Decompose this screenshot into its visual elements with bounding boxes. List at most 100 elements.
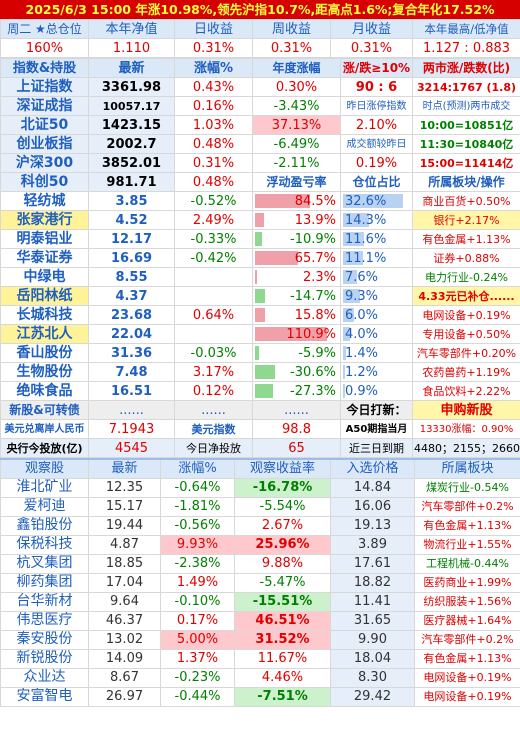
holding-name[interactable]: 生物股份 [0,362,89,382]
holding-sector: 汽车零部件+0.20% [412,343,520,363]
watch-name[interactable]: 鑫铂股份 [0,515,89,536]
summary-header-daily: 日收益 [174,19,253,39]
watch-price: 18.85 [88,553,161,574]
index-name: 科创50 [0,172,89,192]
summary-value-row: 160% 1.110 0.31% 0.31% 0.31% 1.127 : 0.8… [0,38,520,58]
watch-row[interactable]: 鑫铂股份 19.44 -0.56% 2.67% 19.13 有色金属+1.13% [0,515,520,536]
index-name[interactable]: 上证指数 [0,77,89,97]
index-header-price: 最新 [88,58,175,78]
holding-change: -0.52% [174,191,253,211]
pnl-text: -27.3% [290,383,336,399]
index-name[interactable]: 创业板指 [0,134,89,154]
index-ytd: -3.43% [252,96,341,116]
position-text: 14.3% [345,212,387,228]
watch-change: -0.64% [160,477,235,498]
holding-row[interactable]: 中绿电 8.55 2.3% 7.6% 电力行业-0.24% [0,267,520,287]
dxy-value: 98.8 [252,419,341,439]
watch-header-return: 观察收益率 [234,458,331,479]
watch-row[interactable]: 爱柯迪 15.17 -1.81% -5.54% 16.06 汽车零部件+0.2% [0,496,520,517]
holding-row[interactable]: 华泰证券 16.69 -0.42% 65.7% 11.1% 证券+0.88% [0,248,520,268]
watch-row[interactable]: 新锐股份 14.09 1.37% 11.67% 18.04 有色金属+1.13% [0,648,520,669]
holding-sector: 食品饮料+2.22% [412,381,520,401]
watch-sector: 电网设备+0.19% [414,686,520,707]
ipo-subscribe-link[interactable]: 申购新股 [412,400,520,420]
holding-row[interactable]: 长城科技 23.68 0.64% 15.8% 6.0% 电网设备+0.19% [0,305,520,325]
watch-row[interactable]: 柳药集团 17.04 1.49% -5.47% 18.82 医药商业+1.99% [0,572,520,593]
index-name[interactable]: 深证成指 [0,96,89,116]
net-injection-value: 65 [252,438,341,458]
holding-name[interactable]: 香山股份 [0,343,89,363]
holding-name[interactable]: 绝味食品 [0,381,89,401]
watch-change: -2.38% [160,553,235,574]
holding-name[interactable]: 轻纺城 [0,191,89,211]
watch-row[interactable]: 伟思医疗 46.37 0.17% 46.51% 31.65 医疗器械+1.64% [0,610,520,631]
pnl-text: 65.7% [294,250,336,266]
index-price: 10057.17 [88,96,175,116]
watch-name[interactable]: 众业达 [0,667,89,688]
holding-price: 16.51 [88,381,175,401]
watch-sector: 有色金属+1.13% [414,515,520,536]
watch-row[interactable]: 众业达 8.67 -0.23% 4.46% 8.30 电网设备+0.19% [0,667,520,688]
watch-name[interactable]: 杭叉集团 [0,553,89,574]
holding-name[interactable]: 中绿电 [0,267,89,287]
watch-sector: 纺织服装+1.56% [414,591,520,612]
holding-name[interactable]: 华泰证券 [0,248,89,268]
holding-name[interactable]: 明泰铝业 [0,229,89,249]
holding-row[interactable]: 江苏北人 22.04 110.9% 4.0% 专用设备+0.50% [0,324,520,344]
index-row: 上证指数 3361.98 0.43% 0.30% 90 : 6 3214:1767 (1.… [0,77,520,97]
watch-name[interactable]: 秦安股份 [0,629,89,650]
watch-return: -5.47% [234,572,331,593]
holding-name[interactable]: 张家港行 [0,210,89,230]
pnl-text: -30.6% [290,364,336,380]
holding-row[interactable]: 岳阳林纸 4.37 -14.7% 9.3% 4.33元已补仓...... [0,286,520,306]
watch-name[interactable]: 爱柯迪 [0,496,89,517]
watch-entry-price: 11.41 [330,591,415,612]
watch-name[interactable]: 淮北矿业 [0,477,89,498]
holding-row[interactable]: 绝味食品 16.51 0.12% -27.3% 0.9% 食品饮料+2.22% [0,381,520,401]
holding-position: 14.3% [340,210,413,230]
pnl-bar [255,251,298,265]
index-name[interactable]: 沪深300 [0,153,89,173]
watch-name[interactable]: 柳药集团 [0,572,89,593]
index-row: 沪深300 3852.01 0.31% -2.11% 0.19% 15:00=11414亿 [0,153,520,173]
holding-row[interactable]: 张家港行 4.52 2.49% 13.9% 14.3% 银行+2.17% [0,210,520,230]
index-name[interactable]: 北证50 [0,115,89,135]
watch-name[interactable]: 伟思医疗 [0,610,89,631]
watch-name[interactable]: 台华新材 [0,591,89,612]
holding-price: 12.17 [88,229,175,249]
holding-row[interactable]: 香山股份 31.36 -0.03% -5.9% 1.4% 汽车零部件+0.20% [0,343,520,363]
watch-row[interactable]: 保税科技 4.87 9.93% 25.96% 3.89 物流行业+1.55% [0,534,520,555]
watch-row[interactable]: 台华新材 9.64 -0.10% -15.51% 11.41 纺织服装+1.56% [0,591,520,612]
holding-row[interactable]: 生物股份 7.48 3.17% -30.6% 1.2% 农药兽药+1.19% [0,362,520,382]
holding-sector: 商业百货+0.50% [412,191,520,211]
watch-header-row: 观察股 最新 涨幅% 观察收益率 入选价格 所属板块 [0,458,520,479]
watch-change: 9.93% [160,534,235,555]
watch-name[interactable]: 新锐股份 [0,648,89,669]
index-extra: 90 : 6 [340,77,413,97]
watch-change: 5.00% [160,629,235,650]
holding-pnl: -10.9% [252,229,341,249]
holding-price: 31.36 [88,343,175,363]
watch-row[interactable]: 安富智电 26.97 -0.44% -7.51% 29.42 电网设备+0.19% [0,686,520,707]
holding-name[interactable]: 岳阳林纸 [0,286,89,306]
pnl-text: 110.9% [286,326,336,342]
watch-row[interactable]: 淮北矿业 12.35 -0.64% -16.78% 14.84 煤炭行业-0.54% [0,477,520,498]
holding-name[interactable]: 江苏北人 [0,324,89,344]
position-bar [343,384,345,398]
watch-name[interactable]: 安富智电 [0,686,89,707]
ipo-row: 新股&可转债 ...... ...... ...... 今日打新： 申购新股 [0,400,520,420]
holding-name[interactable]: 长城科技 [0,305,89,325]
holding-row[interactable]: 轻纺城 3.85 -0.52% 84.5% 32.6% 商业百货+0.50% [0,191,520,211]
watch-name[interactable]: 保税科技 [0,534,89,555]
holding-row[interactable]: 明泰铝业 12.17 -0.33% -10.9% 11.6% 有色金属+1.13% [0,229,520,249]
watch-header-price: 最新 [88,458,161,479]
market-breadth: 3214:1767 (1.8) [412,77,520,97]
pnl-text: -5.9% [298,345,336,361]
watch-return: 11.67% [234,648,331,669]
position-bar [343,327,351,341]
watch-row[interactable]: 杭叉集团 18.85 -2.38% 9.88% 17.61 工程机械-0.44% [0,553,520,574]
watch-price: 9.64 [88,591,161,612]
watch-row[interactable]: 秦安股份 13.02 5.00% 31.52% 9.90 汽车零部件+0.2% [0,629,520,650]
holding-position: 0.9% [340,381,413,401]
holding-change: -0.03% [174,343,253,363]
